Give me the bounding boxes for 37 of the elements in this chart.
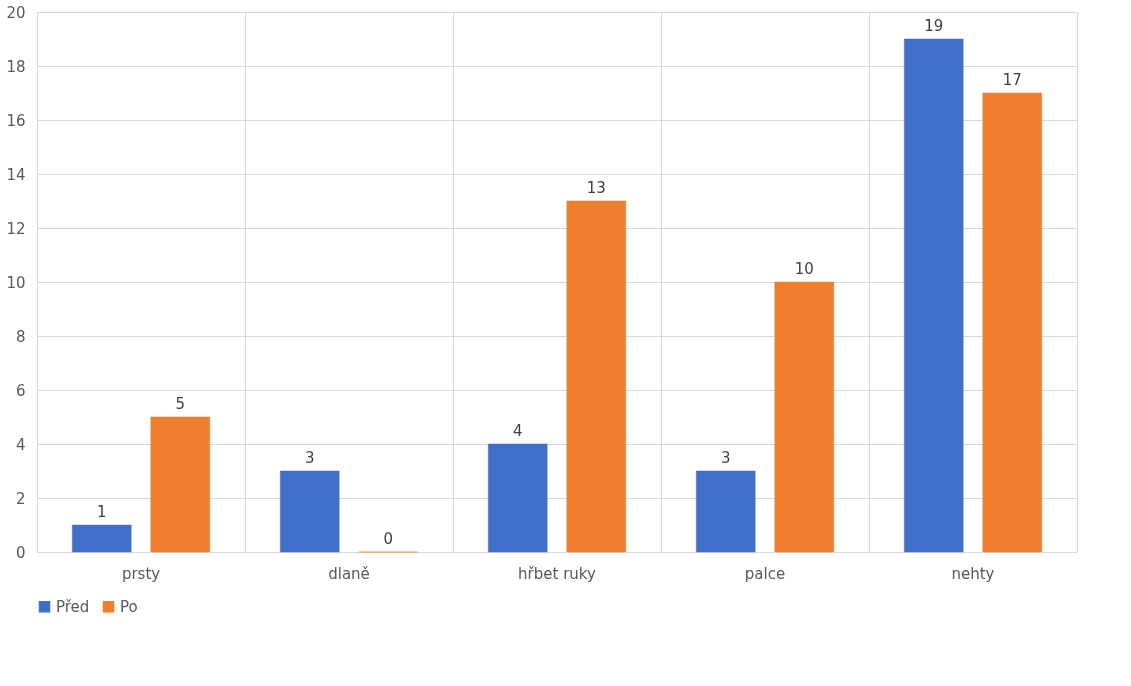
bar bbox=[566, 200, 626, 553]
bar bbox=[280, 470, 340, 553]
y-tick-label: 20 bbox=[6, 3, 26, 22]
x-tick-label: palce bbox=[744, 564, 786, 583]
x-tick-label: hřbet ruky bbox=[518, 564, 597, 583]
data-label: 4 bbox=[512, 422, 523, 440]
bar bbox=[696, 470, 756, 553]
y-tick-label: 6 bbox=[15, 381, 26, 400]
y-tick-label: 18 bbox=[6, 57, 26, 76]
data-label: 3 bbox=[720, 449, 731, 467]
y-tick-label: 0 bbox=[15, 543, 26, 562]
x-tick-label: prsty bbox=[121, 564, 161, 583]
data-label: 3 bbox=[304, 449, 315, 467]
y-tick-label: 12 bbox=[6, 219, 26, 238]
y-tick-label: 14 bbox=[6, 165, 26, 184]
legend-label: Před bbox=[56, 597, 90, 616]
data-label: 19 bbox=[924, 17, 944, 35]
bar bbox=[150, 416, 210, 553]
y-tick-label: 2 bbox=[15, 489, 26, 508]
data-label: 1 bbox=[96, 503, 107, 521]
legend-label: Po bbox=[120, 597, 138, 616]
bar bbox=[488, 443, 548, 553]
y-tick-label: 10 bbox=[6, 273, 26, 292]
bar bbox=[774, 281, 834, 553]
y-tick-label: 4 bbox=[15, 435, 26, 454]
x-tick-label: dlaně bbox=[328, 564, 370, 583]
y-tick-label: 8 bbox=[15, 327, 26, 346]
bar bbox=[72, 524, 132, 553]
data-label: 5 bbox=[175, 395, 186, 413]
data-label: 0 bbox=[383, 530, 394, 548]
data-label: 17 bbox=[1002, 71, 1022, 89]
x-tick-label: nehty bbox=[951, 564, 995, 583]
bar bbox=[982, 92, 1042, 553]
y-tick-label: 16 bbox=[6, 111, 26, 130]
data-label: 13 bbox=[586, 179, 606, 197]
data-label: 10 bbox=[794, 260, 814, 278]
bar bbox=[904, 38, 964, 553]
